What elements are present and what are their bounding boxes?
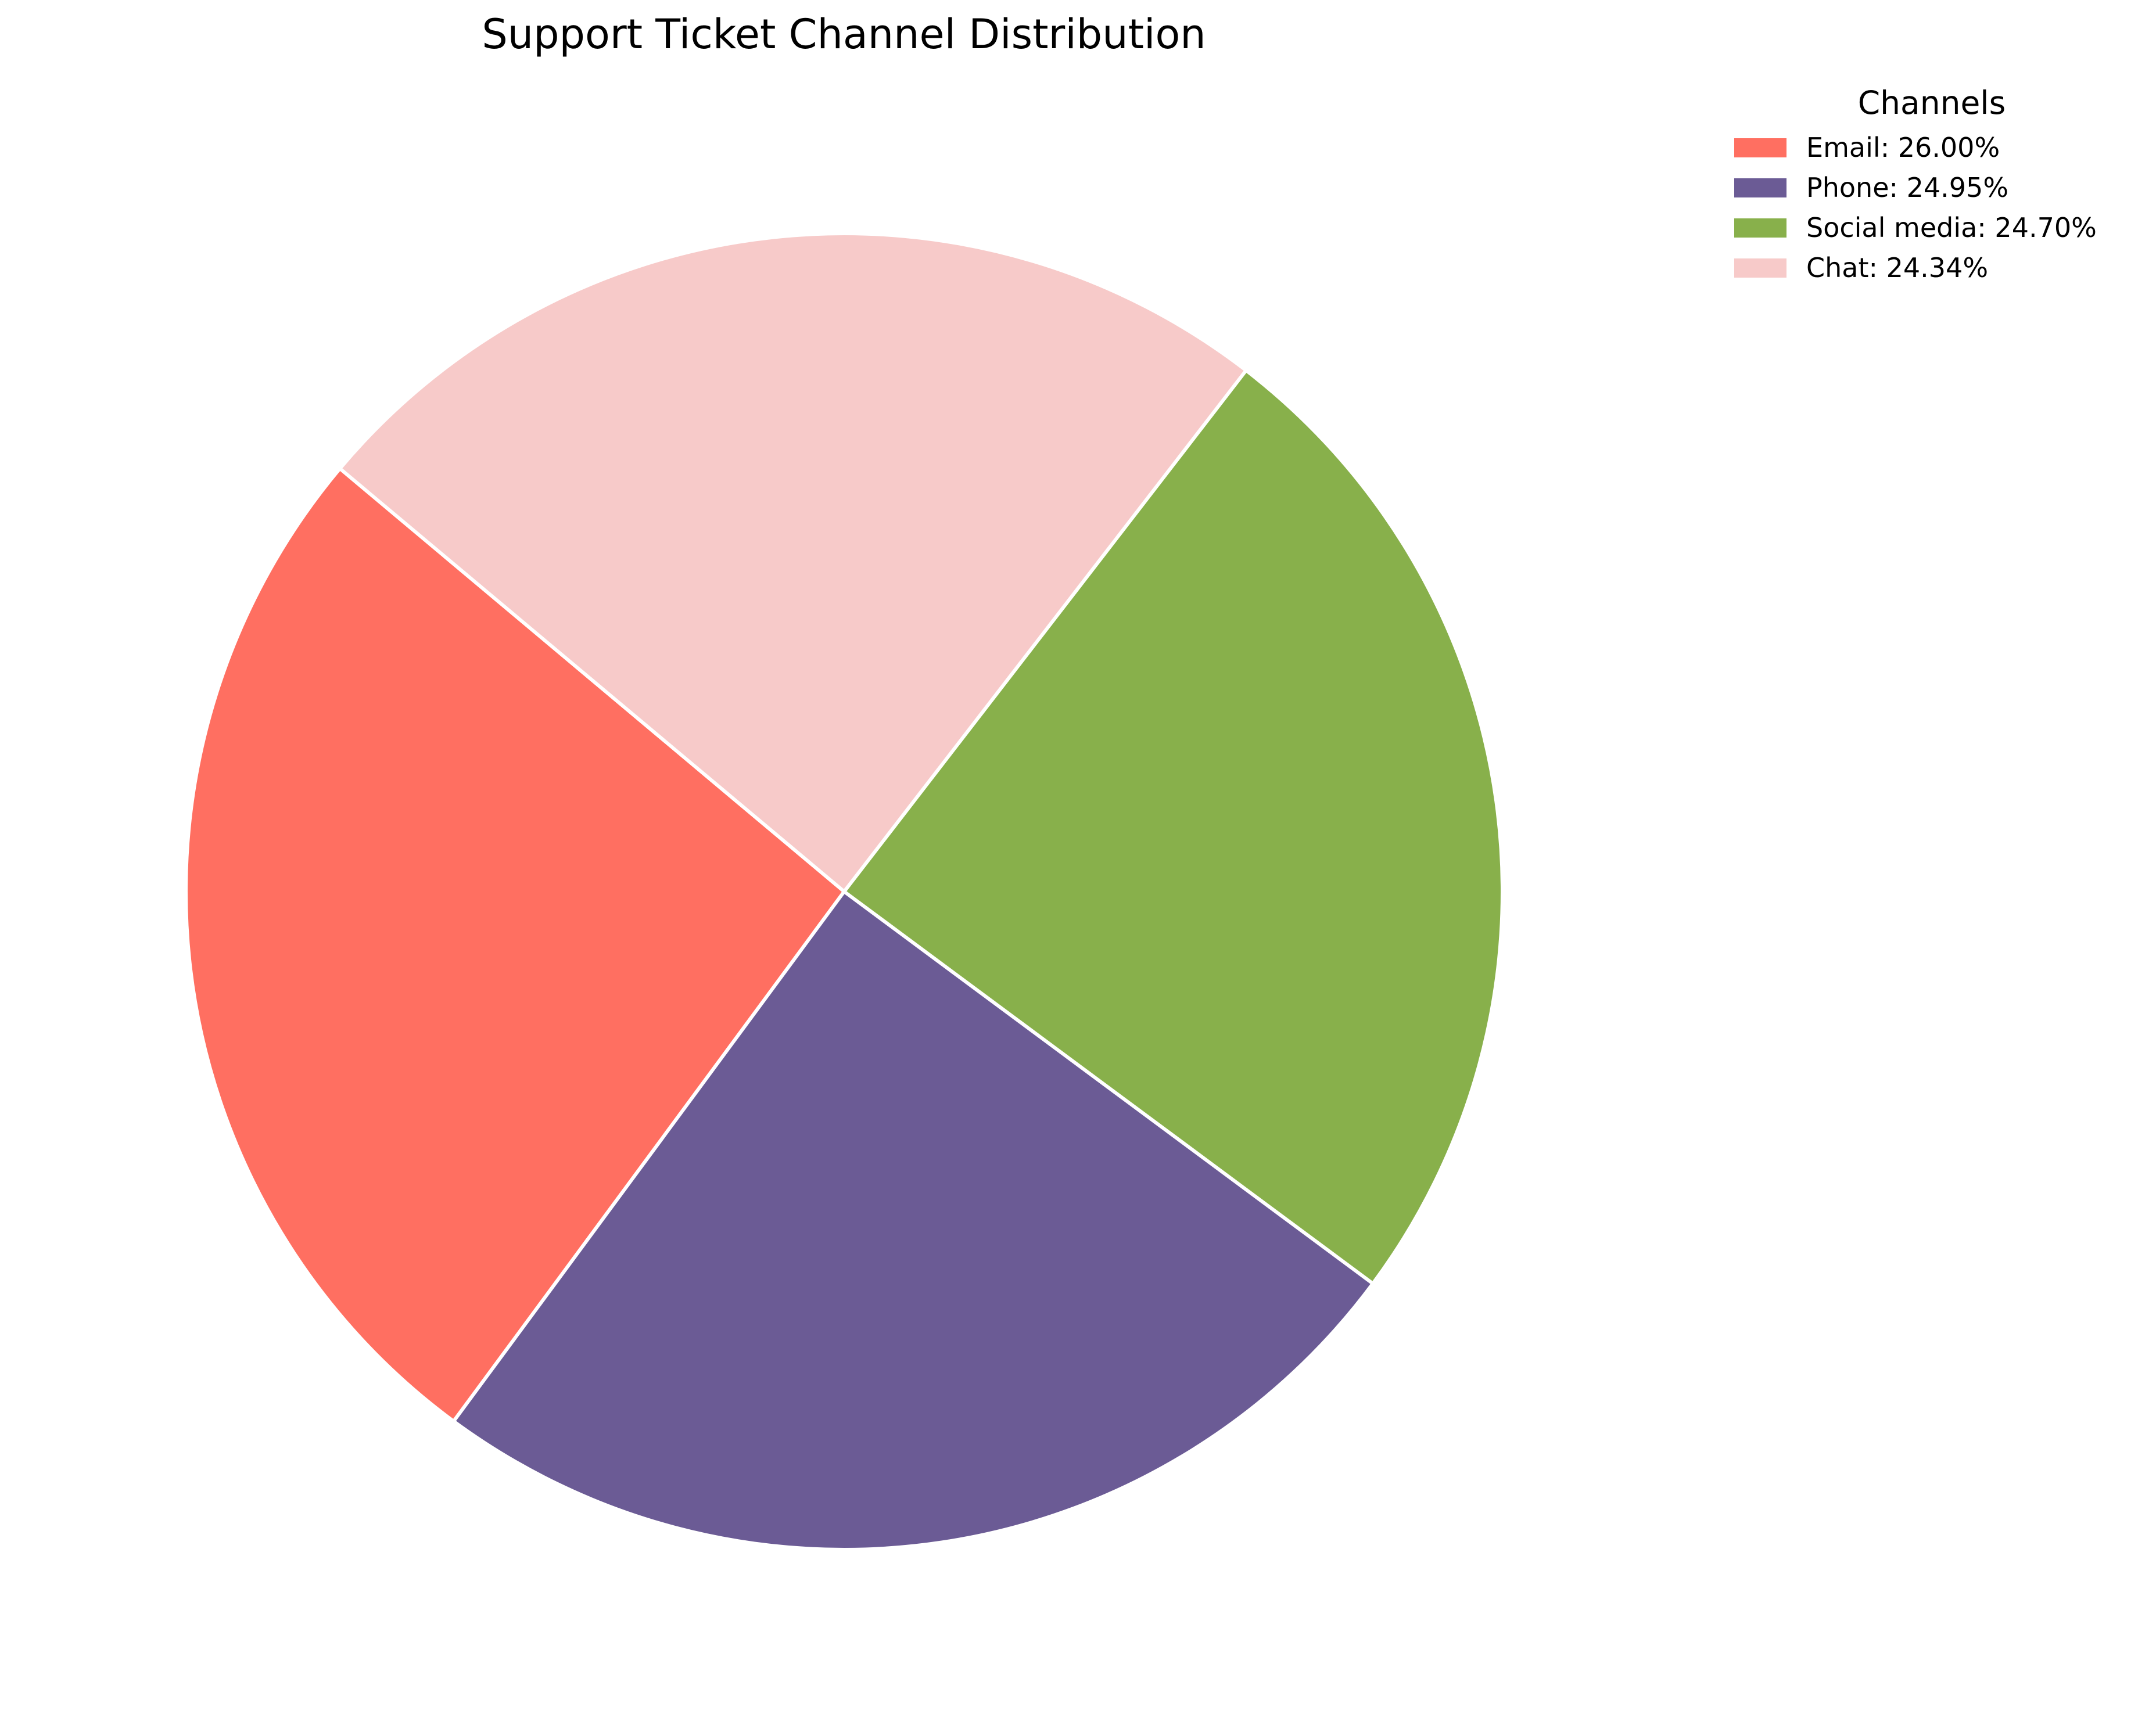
- legend-item-phone: Phone: 24.95%: [1734, 171, 2008, 204]
- pie-slice-social-media: [842, 368, 1504, 1285]
- legend-label-phone: Phone: [1806, 172, 1889, 203]
- legend-value-social-media: 24.70%: [1994, 212, 2097, 243]
- chart-title: Support Ticket Channel Distribution: [482, 10, 1206, 58]
- pie-slice-email: [184, 466, 846, 1424]
- legend-value-phone: 24.95%: [1906, 172, 2009, 203]
- legend-swatch-email: [1734, 138, 1786, 157]
- pie-slice-phone: [451, 890, 1375, 1551]
- legend-item-chat: Chat: 24.34%: [1734, 251, 1988, 285]
- pie-slice-chat: [338, 232, 1248, 893]
- legend-label-social-media: Social media: [1806, 212, 1978, 243]
- legend-item-email: Email: 26.00%: [1734, 131, 2000, 164]
- legend-label-chat: Chat: [1806, 252, 1869, 283]
- legend-swatch-social-media: [1734, 218, 1786, 238]
- pie-slices: [184, 232, 1504, 1551]
- legend-swatch-phone: [1734, 178, 1786, 197]
- legend-swatch-chat: [1734, 258, 1786, 278]
- legend: Channels Email: 26.00% Phone: 24.95% Soc…: [1723, 84, 2141, 305]
- legend-title: Channels: [1857, 84, 2006, 121]
- legend-item-social-media: Social media: 24.70%: [1734, 211, 2097, 245]
- legend-label-email: Email: [1806, 132, 1881, 163]
- legend-value-chat: 24.34%: [1886, 252, 1989, 283]
- legend-value-email: 26.00%: [1897, 132, 2000, 163]
